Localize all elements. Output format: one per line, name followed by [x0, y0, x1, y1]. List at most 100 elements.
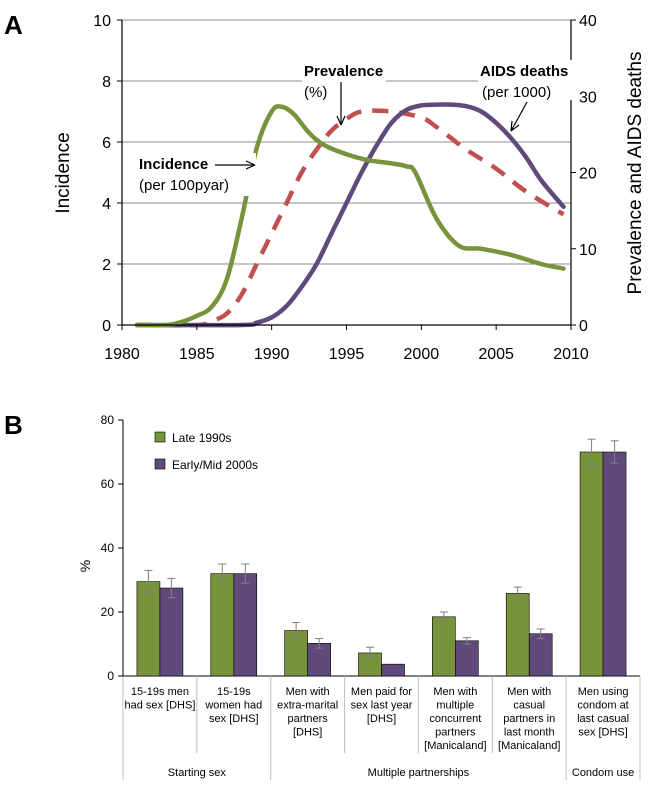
panel-b-category-label: Men with casual partners in last month [Mani… [498, 686, 560, 752]
annotation-prevalence: Prevalence (%) [302, 60, 386, 126]
panel-b-category-label-line: [DHS] [293, 727, 322, 739]
panel-a-x-tick-label: 2000 [404, 346, 440, 363]
annotation-prevalence-title: Prevalence [304, 63, 383, 80]
panel-b-category-label-line: Men with [286, 686, 330, 698]
bar-late-1990s [210, 573, 235, 677]
panel-b-category-label-line: Men paid for [351, 686, 412, 698]
annotation-aids-deaths-unit: (per 1000) [482, 84, 551, 101]
panel-b-category-label: Men using condom at last casual sex [DHS] [577, 686, 629, 739]
panel-b-y-tick-label: 60 [101, 477, 115, 491]
panel-b-category-label-line: Men with [433, 686, 477, 698]
annotation-incidence: Incidence (per 100pyar) [136, 153, 256, 196]
series-aids-deaths-line [134, 102, 566, 328]
panel-a-right-tick-label: 0 [579, 318, 588, 335]
panel-b-category-label-line: [Manicaland] [498, 740, 560, 752]
legend-swatch-late-1990s [154, 431, 166, 443]
panel-b-group-label: Condom use [572, 767, 634, 779]
panel-b-category-label-line: Men with [507, 686, 551, 698]
panel-b-category-label: 15-19s women had sex [DHS] [204, 686, 262, 725]
panel-b-label: B [4, 410, 23, 440]
panel-a-x-tick-label: 1980 [104, 346, 140, 363]
panel-a-right-tick-label: 10 [579, 242, 597, 259]
panel-b-y-tick-label: 20 [101, 605, 115, 619]
panel-b-category-label-line: [Manicaland] [424, 740, 486, 752]
annotation-aids-deaths-title: AIDS deaths [480, 63, 568, 80]
annotation-prevalence-bg [302, 60, 386, 100]
annotation-aids-deaths: AIDS deaths (per 1000) [478, 60, 576, 132]
legend-swatch-early-mid-2000s [154, 458, 166, 470]
panel-b-category-label: Men with multiple concurrent partners [Manic… [424, 686, 486, 752]
panel-a-x-tick-label: 1995 [329, 346, 365, 363]
annotation-incidence-title: Incidence [139, 156, 208, 173]
panel-b-category-label-line: women had [204, 700, 262, 712]
legend-label-late-1990s: Late 1990s [172, 431, 231, 445]
bar-late-1990s [432, 616, 456, 677]
panel-b-category-label-line: [DHS] [367, 713, 396, 725]
panel-b-group-label: Starting sex [168, 767, 227, 779]
bar-early-mid-2000s [233, 573, 258, 677]
panel-a-tick-labels: 0 2 4 6 8 10 0 10 20 30 40 1980 1985 1990 1995 2000 2005… [93, 13, 597, 363]
panel-a-right-axis-title: Prevalence and AIDS deaths [625, 52, 646, 295]
bar-late-1990s [579, 451, 604, 677]
panel-b-category-label-line: last month [504, 727, 555, 739]
panel-a-right-tick-label: 30 [579, 89, 597, 106]
panel-a-left-tick-label: 8 [102, 74, 111, 91]
panel-b-frame [122, 420, 641, 780]
panel-b-category-label-line: last casual [577, 713, 629, 725]
annotation-aids-deaths-bg [478, 60, 576, 100]
panel-b-category-label-line: casual [513, 700, 545, 712]
panel-b-category-label-line: 15-19s men [131, 686, 189, 698]
panel-b-category-label-line: sex last year [351, 700, 413, 712]
panel-a-left-axis-title: Incidence [53, 132, 74, 213]
panel-a-right-tick-label: 20 [579, 166, 597, 183]
panel-a-left-tick-label: 0 [102, 318, 111, 335]
panel-b-category-label-line: multiple [436, 700, 474, 712]
annotation-incidence-bg [136, 153, 256, 196]
panel-a-right-tick-label: 40 [579, 13, 597, 30]
annotation-aids-deaths-arrow [510, 101, 528, 132]
bar-late-1990s [136, 581, 161, 677]
panel-b-category-label: Men paid for sex last year [DHS] [351, 686, 413, 725]
annotation-incidence-arrowhead [245, 160, 256, 170]
panel-b-category-label-line: sex [DHS] [578, 727, 628, 739]
panel-b-category-label-line: partners [287, 713, 328, 725]
bar-early-mid-2000s [455, 640, 479, 677]
panel-b-y-tick-label: 80 [101, 413, 115, 427]
panel-b-group-label: Multiple partnerships [368, 767, 470, 779]
panel-b-category-label-line: condom at [577, 700, 628, 712]
panel-b-y-tick-label: 40 [101, 541, 115, 555]
panel-b-category-label-line: 15-19s [217, 686, 251, 698]
bar-early-mid-2000s [602, 451, 627, 677]
panel-a-x-tick-label: 1990 [254, 346, 290, 363]
panel-a-left-tick-label: 4 [102, 196, 111, 213]
panel-b-category-label-line: Men using [578, 686, 629, 698]
annotation-incidence-unit: (per 100pyar) [139, 177, 229, 194]
panel-b-y-tick-label: 0 [107, 669, 114, 683]
panel-a-left-tick-label: 10 [93, 13, 111, 30]
panel-b-category-label-line: extra-marital [277, 700, 338, 712]
panel-a-label: A [4, 10, 23, 40]
panel-b-y-axis-title: % [77, 560, 93, 572]
bar-late-1990s [505, 593, 530, 677]
series-incidence-line [134, 104, 566, 328]
panel-a-x-tick-label: 1985 [179, 346, 215, 363]
bar-early-mid-2000s [381, 663, 405, 677]
panel-b-bars [136, 438, 627, 677]
panel-b-tick-labels: 0 20 40 60 80 [101, 413, 123, 683]
panel-b-category-label: 15-19s men had sex [DHS] [124, 686, 195, 712]
panel-a-left-tick-label: 2 [102, 257, 111, 274]
panel-b-category-label-line: partners in [503, 713, 555, 725]
panel-a-series [134, 102, 566, 328]
panel-b-category-labels: 15-19s men had sex [DHS] 15-19s women had se… [124, 686, 634, 779]
panel-a-x-tick-label: 2010 [553, 346, 589, 363]
annotation-aids-deaths-arrowhead [510, 120, 520, 132]
panel-b-category-label-line: concurrent [429, 713, 481, 725]
legend-label-early-mid-2000s: Early/Mid 2000s [172, 458, 258, 472]
bar-early-mid-2000s [528, 633, 553, 677]
panel-a-grid [122, 19, 571, 265]
panel-a-x-tick-label: 2005 [478, 346, 514, 363]
panel-a-left-tick-label: 6 [102, 135, 111, 152]
panel-b-category-label-line: partners [435, 727, 476, 739]
panel-b-category-label: Men with extra-marital partners [DHS] [277, 686, 338, 739]
